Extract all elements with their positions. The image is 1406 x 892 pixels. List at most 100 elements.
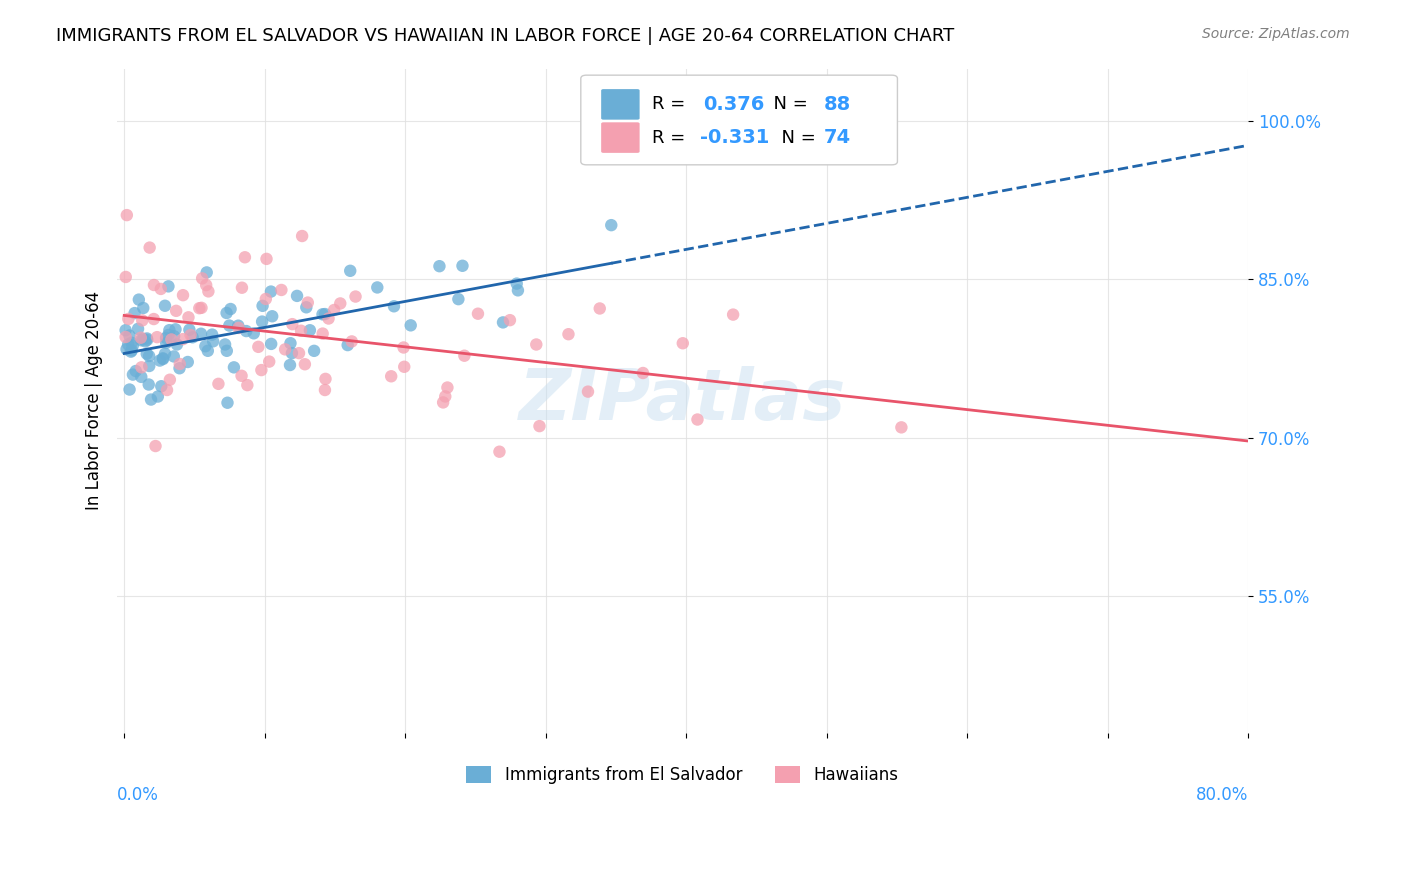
Immigrants from El Salvador	[252, 299, 274, 313]
Immigrants from El Salvador	[166, 337, 188, 351]
Immigrants from El Salvador	[506, 283, 529, 297]
Hawaiians	[344, 289, 367, 303]
Immigrants from El Salvador	[242, 326, 264, 341]
Immigrants from El Salvador	[314, 307, 336, 321]
Immigrants from El Salvador	[215, 343, 238, 358]
Immigrants from El Salvador	[262, 310, 284, 324]
Hawaiians	[190, 301, 212, 315]
Immigrants from El Salvador	[138, 377, 160, 392]
Hawaiians	[191, 271, 214, 285]
Hawaiians	[231, 368, 253, 383]
Immigrants from El Salvador	[165, 322, 187, 336]
Hawaiians	[297, 295, 319, 310]
Immigrants from El Salvador	[157, 323, 180, 337]
Immigrants from El Salvador	[138, 359, 160, 373]
Immigrants from El Salvador	[121, 335, 143, 350]
Immigrants from El Salvador	[302, 343, 325, 358]
Immigrants from El Salvador	[155, 331, 177, 345]
Immigrants from El Salvador	[179, 323, 201, 337]
Immigrants from El Salvador	[157, 279, 180, 293]
Immigrants from El Salvador	[190, 326, 212, 341]
Hawaiians	[233, 250, 256, 264]
Hawaiians	[207, 376, 229, 391]
Immigrants from El Salvador	[114, 323, 136, 337]
Immigrants from El Salvador	[298, 323, 321, 337]
Hawaiians	[115, 208, 138, 222]
Immigrants from El Salvador	[118, 383, 141, 397]
Text: IMMIGRANTS FROM EL SALVADOR VS HAWAIIAN IN LABOR FORCE | AGE 20-64 CORRELATION C: IMMIGRANTS FROM EL SALVADOR VS HAWAIIAN …	[56, 27, 955, 45]
Hawaiians	[631, 366, 654, 380]
Hawaiians	[254, 292, 277, 306]
Immigrants from El Salvador	[218, 318, 240, 333]
Text: 0.376: 0.376	[703, 95, 765, 114]
Hawaiians	[160, 333, 183, 347]
Immigrants from El Salvador	[260, 285, 283, 299]
Hawaiians	[432, 395, 454, 409]
Immigrants from El Salvador	[152, 351, 174, 366]
Hawaiians	[228, 321, 250, 335]
Hawaiians	[434, 389, 457, 403]
Immigrants from El Salvador	[219, 301, 242, 316]
Immigrants from El Salvador	[311, 307, 333, 321]
Immigrants from El Salvador	[150, 379, 173, 393]
Immigrants from El Salvador	[336, 338, 359, 352]
Hawaiians	[589, 301, 612, 316]
Immigrants from El Salvador	[132, 332, 155, 346]
Text: Source: ZipAtlas.com: Source: ZipAtlas.com	[1202, 27, 1350, 41]
Immigrants from El Salvador	[181, 330, 204, 344]
Immigrants from El Salvador	[155, 335, 177, 350]
Hawaiians	[129, 331, 152, 345]
Text: ZIPatlas: ZIPatlas	[519, 366, 846, 435]
Text: 80.0%: 80.0%	[1195, 786, 1249, 804]
Hawaiians	[142, 312, 165, 326]
Hawaiians	[672, 336, 695, 351]
Hawaiians	[274, 343, 297, 357]
Immigrants from El Salvador	[194, 339, 217, 353]
Immigrants from El Salvador	[278, 358, 301, 372]
Legend: Immigrants from El Salvador, Hawaiians: Immigrants from El Salvador, Hawaiians	[460, 759, 905, 791]
Hawaiians	[392, 341, 415, 355]
Immigrants from El Salvador	[163, 350, 186, 364]
Hawaiians	[159, 373, 181, 387]
Hawaiians	[145, 439, 167, 453]
Hawaiians	[290, 324, 312, 338]
Hawaiians	[195, 278, 218, 293]
Hawaiians	[172, 288, 194, 302]
Hawaiians	[172, 332, 194, 346]
Immigrants from El Salvador	[118, 328, 141, 343]
Hawaiians	[488, 444, 510, 458]
Hawaiians	[294, 357, 316, 371]
Immigrants from El Salvador	[226, 318, 249, 333]
Immigrants from El Salvador	[177, 355, 200, 369]
Immigrants from El Salvador	[285, 289, 308, 303]
Hawaiians	[197, 285, 219, 299]
Hawaiians	[686, 412, 709, 426]
Hawaiians	[380, 369, 402, 384]
FancyBboxPatch shape	[581, 75, 897, 165]
Hawaiians	[453, 349, 475, 363]
Hawaiians	[231, 281, 253, 295]
Text: 88: 88	[824, 95, 851, 114]
Hawaiians	[188, 301, 211, 316]
Immigrants from El Salvador	[492, 315, 515, 329]
Immigrants from El Salvador	[250, 315, 273, 329]
Immigrants from El Salvador	[153, 347, 176, 361]
Hawaiians	[529, 419, 551, 434]
Immigrants from El Salvador	[153, 299, 176, 313]
Immigrants from El Salvador	[132, 301, 155, 315]
Immigrants from El Salvador	[136, 333, 159, 347]
Text: N =: N =	[762, 95, 813, 113]
Immigrants from El Salvador	[202, 334, 225, 349]
Immigrants from El Salvador	[139, 392, 162, 407]
Immigrants from El Salvador	[295, 301, 318, 315]
FancyBboxPatch shape	[602, 122, 640, 153]
Immigrants from El Salvador	[447, 292, 470, 306]
Hawaiians	[236, 378, 259, 392]
Hawaiians	[138, 241, 160, 255]
Hawaiians	[323, 303, 346, 318]
Hawaiians	[256, 252, 278, 266]
Hawaiians	[315, 372, 337, 386]
Immigrants from El Salvador	[117, 337, 139, 351]
Hawaiians	[576, 384, 599, 399]
Immigrants from El Salvador	[129, 370, 152, 384]
